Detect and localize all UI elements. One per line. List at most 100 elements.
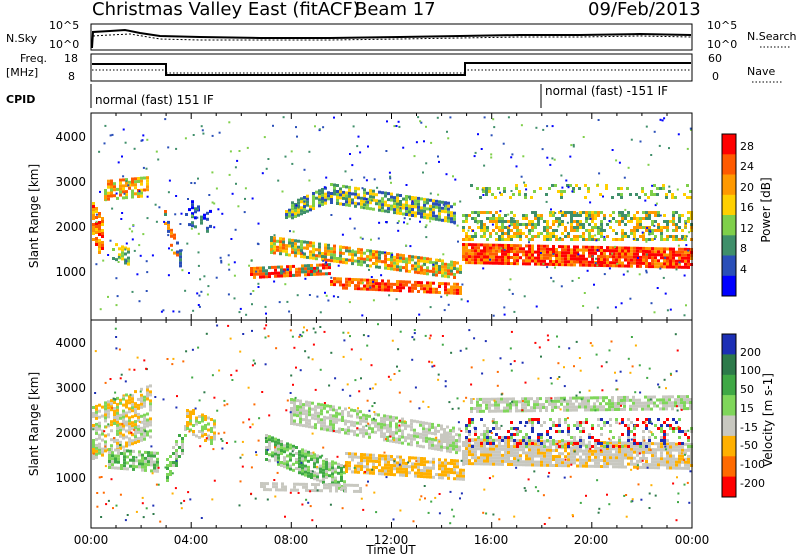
- velocity-cell: [468, 421, 471, 424]
- velocity-cell: [654, 424, 657, 427]
- velocity-cell: [477, 442, 480, 445]
- power-cell: [345, 191, 348, 195]
- power-cell: [447, 204, 450, 208]
- power-cell: [486, 229, 489, 232]
- power-cell: [414, 211, 417, 215]
- velocity-cell: [392, 419, 395, 422]
- power-cell: [339, 277, 342, 281]
- velocity-cell: [680, 407, 683, 411]
- velocity-cell: [492, 442, 495, 445]
- power-speckle: [163, 220, 166, 223]
- power-cell: [107, 182, 110, 186]
- velocity-cell: [307, 471, 310, 475]
- power-cell: [585, 229, 588, 232]
- power-cell: [303, 208, 306, 211]
- velocity-cell: [298, 471, 301, 475]
- power-cell: [399, 283, 402, 287]
- velocity-cell: [671, 404, 674, 408]
- velocity-cell: [326, 483, 329, 487]
- velocity-cell: [489, 436, 492, 439]
- velocity-cell: [488, 400, 491, 404]
- velocity-cell: [510, 454, 513, 457]
- velocity-cell: [128, 410, 131, 414]
- velocity-cell: [479, 403, 482, 407]
- velocity-cell: [428, 425, 431, 429]
- power-speckle: [117, 261, 120, 263]
- power-cell: [390, 207, 393, 211]
- power-cell: [557, 190, 560, 193]
- velocity-cell: [548, 402, 551, 406]
- power-speckle: [132, 224, 135, 226]
- power-speckle: [198, 294, 201, 297]
- velocity-cell: [554, 396, 557, 400]
- power-speckle: [179, 223, 182, 225]
- power-cell: [507, 220, 510, 223]
- power-cell: [531, 229, 534, 232]
- velocity-cell: [615, 421, 618, 424]
- power-cell: [462, 249, 465, 252]
- velocity-cell: [569, 396, 572, 400]
- velocity-cell: [534, 448, 537, 452]
- velocity-cell: [432, 475, 435, 479]
- power-cell: [621, 214, 624, 217]
- velocity-cell: [546, 430, 549, 433]
- velocity-cell: [662, 395, 665, 399]
- power-cell: [636, 238, 639, 241]
- velocity-cell: [117, 460, 120, 464]
- velocity-cell: [271, 436, 274, 440]
- power-speckle: [522, 155, 525, 158]
- power-cell: [378, 253, 381, 257]
- velocity-cell: [501, 453, 504, 457]
- power-cell: [558, 211, 561, 214]
- power-cell: [459, 286, 462, 289]
- velocity-cell: [563, 399, 566, 403]
- power-cell: [378, 208, 381, 212]
- power-cell: [432, 267, 435, 271]
- velocity-cell: [617, 405, 620, 408]
- velocity-cell: [579, 430, 582, 433]
- power-speckle: [138, 300, 141, 303]
- power-cell: [510, 217, 513, 220]
- power-cell: [618, 264, 621, 268]
- power-cell: [399, 268, 402, 272]
- velocity-cell: [465, 441, 468, 445]
- power-cell: [528, 253, 531, 257]
- power-speckle: [370, 276, 373, 278]
- velocity-cell: [612, 453, 615, 457]
- velocity-cell: [386, 429, 389, 433]
- power-cell: [519, 235, 522, 238]
- power-cell: [366, 284, 369, 288]
- power-cell: [525, 259, 528, 263]
- power-cell: [675, 211, 678, 214]
- velocity-cell: [314, 405, 317, 409]
- velocity-cell: [383, 432, 386, 436]
- power-cell: [564, 257, 567, 261]
- power-speckle: [466, 300, 469, 303]
- velocity-cell: [549, 418, 552, 421]
- velocity-cell: [491, 403, 494, 407]
- velocity-cell: [429, 475, 432, 479]
- power-speckle: [687, 249, 690, 252]
- velocity-cell: [525, 439, 528, 443]
- power-cell: [420, 209, 423, 213]
- velocity-cell: [629, 407, 632, 411]
- power-speckle: [333, 116, 335, 119]
- velocity-cell: [543, 451, 546, 455]
- velocity-cell: [396, 455, 399, 459]
- velocity-cell: [480, 447, 483, 451]
- power-cell: [366, 278, 369, 282]
- power-cell: [113, 185, 116, 189]
- velocity-cell: [322, 471, 325, 475]
- power-cell: [639, 249, 642, 253]
- power-cell: [591, 245, 594, 249]
- velocity-cell: [134, 438, 137, 442]
- power-cell: [660, 235, 663, 238]
- power-cell: [618, 238, 621, 241]
- velocity-cell: [265, 458, 268, 461]
- power-speckle: [513, 310, 516, 313]
- velocity-cell: [111, 463, 114, 467]
- freq-tick-bottom: 8: [68, 70, 75, 83]
- power-cell: [489, 246, 492, 250]
- velocity-cell: [204, 433, 207, 436]
- power-cell: [113, 188, 116, 192]
